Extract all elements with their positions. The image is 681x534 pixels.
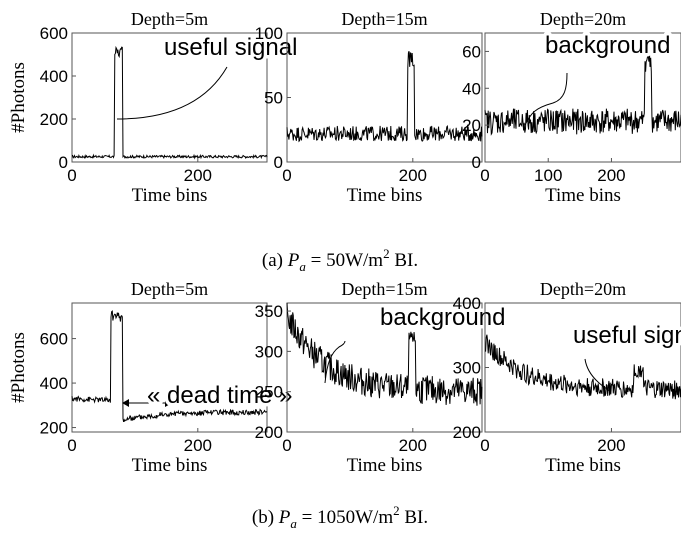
y-tick-label-b1-1: 400 bbox=[40, 374, 68, 393]
x-axis-label-b2: Time bins bbox=[347, 455, 423, 476]
series-line-a2 bbox=[286, 51, 483, 143]
y-tick-label-b2-1: 250 bbox=[255, 383, 283, 402]
y-axis-label-a1: #Photons bbox=[8, 62, 29, 133]
annotation-pointer-a3 bbox=[524, 72, 568, 126]
y-tick-label-a2-0: 0 bbox=[274, 153, 283, 172]
y-tick-label-a1-1: 200 bbox=[40, 110, 68, 129]
x-axis-label-b1: Time bins bbox=[132, 455, 208, 476]
y-tick-label-b1-0: 200 bbox=[40, 419, 68, 438]
panel-title-b2: Depth=15m bbox=[341, 279, 427, 299]
x-tick-label-a3-1: 100 bbox=[534, 166, 562, 185]
annotation-pointer-b3 bbox=[584, 358, 611, 392]
caption-a: (a) Pa = 50W/m2 BI. bbox=[262, 246, 418, 274]
y-tick-label-b3-1: 300 bbox=[453, 359, 481, 378]
plot-frame-a2 bbox=[286, 32, 483, 163]
x-tick-label-a2-1: 200 bbox=[399, 166, 427, 185]
panel-title-a2: Depth=15m bbox=[341, 9, 427, 29]
x-axis-label-a2: Time bins bbox=[347, 185, 423, 206]
x-tick-label-b3-1: 200 bbox=[597, 436, 625, 455]
y-tick-label-b2-3: 350 bbox=[255, 302, 283, 321]
series-line-a1 bbox=[71, 45, 268, 160]
panel-title-a3: Depth=20m bbox=[540, 9, 626, 29]
annotation-text-a1: useful signal bbox=[164, 34, 297, 61]
y-tick-label-a1-2: 400 bbox=[40, 67, 68, 86]
y-tick-label-b1-2: 600 bbox=[40, 330, 68, 349]
plot-frame-a3 bbox=[484, 32, 681, 163]
x-tick-label-b1-1: 200 bbox=[184, 436, 212, 455]
annotation-text-b3: useful signal bbox=[573, 322, 681, 349]
x-tick-label-a3-0: 0 bbox=[480, 166, 489, 185]
y-tick-label-b3-0: 200 bbox=[453, 423, 481, 442]
y-tick-label-b3-2: 400 bbox=[453, 294, 481, 313]
dead-time-arrowhead-left bbox=[122, 399, 129, 407]
y-tick-label-a1-3: 600 bbox=[40, 24, 68, 43]
y-tick-label-a1-0: 0 bbox=[59, 153, 68, 172]
x-tick-label-b1-0: 0 bbox=[67, 436, 76, 455]
series-line-b3 bbox=[484, 334, 681, 400]
series-line-b2 bbox=[286, 302, 483, 406]
y-tick-label-a2-2: 100 bbox=[255, 24, 283, 43]
annotation-text-b1: « dead time » bbox=[147, 382, 292, 409]
x-axis-label-a3: Time bins bbox=[545, 185, 621, 206]
plot-frame-b2 bbox=[286, 302, 483, 433]
y-tick-label-a3-0: 0 bbox=[472, 153, 481, 172]
x-tick-label-a1-0: 0 bbox=[67, 166, 76, 185]
series-line-a3 bbox=[484, 51, 681, 136]
x-axis-label-a1: Time bins bbox=[132, 185, 208, 206]
y-axis-label-b1: #Photons bbox=[8, 332, 29, 403]
annotation-pointer-b2 bbox=[324, 340, 346, 384]
x-tick-label-b2-1: 200 bbox=[399, 436, 427, 455]
y-tick-label-a3-3: 60 bbox=[462, 42, 481, 61]
x-tick-label-b3-0: 0 bbox=[480, 436, 489, 455]
dead-time-arrowhead-right bbox=[165, 399, 172, 407]
panel-title-b3: Depth=20m bbox=[540, 279, 626, 299]
y-tick-label-b2-2: 300 bbox=[255, 342, 283, 361]
x-tick-label-a1-1: 200 bbox=[184, 166, 212, 185]
annotation-text-b2: background bbox=[380, 304, 505, 331]
caption-b: (b) Pa = 1050W/m2 BI. bbox=[252, 503, 428, 531]
plot-frame-a1 bbox=[71, 32, 268, 163]
y-tick-label-a3-1: 20 bbox=[462, 116, 481, 135]
x-tick-label-a2-0: 0 bbox=[282, 166, 291, 185]
x-tick-label-b2-0: 0 bbox=[282, 436, 291, 455]
y-tick-label-a3-2: 40 bbox=[462, 79, 481, 98]
panel-title-b1: Depth=5m bbox=[131, 279, 208, 299]
annotation-text-a3: background bbox=[545, 32, 670, 59]
y-tick-label-a2-1: 50 bbox=[264, 89, 283, 108]
panel-title-a1: Depth=5m bbox=[131, 9, 208, 29]
plot-frame-b1 bbox=[71, 302, 268, 433]
y-tick-label-b2-0: 200 bbox=[255, 423, 283, 442]
x-tick-label-a3-2: 200 bbox=[597, 166, 625, 185]
x-axis-label-b3: Time bins bbox=[545, 455, 621, 476]
series-line-b1 bbox=[71, 310, 268, 423]
annotation-pointer-a1 bbox=[116, 66, 228, 120]
